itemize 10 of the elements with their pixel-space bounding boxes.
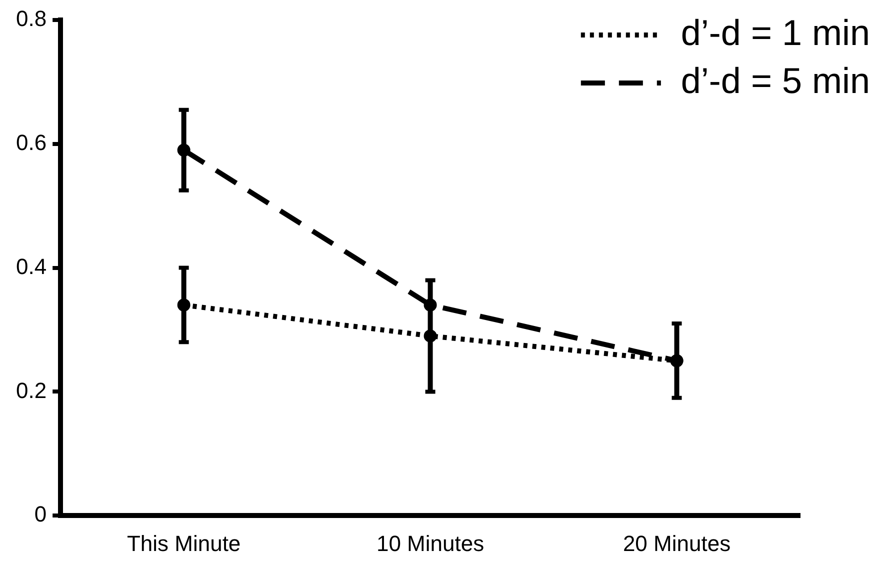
y-tick-label: 0.6 [16, 130, 47, 155]
x-tick-label: 20 Minutes [622, 530, 731, 556]
y-tick-label: 0.4 [16, 254, 47, 279]
x-tick-label: This Minute [126, 530, 241, 556]
y-tick-label: 0 [34, 502, 47, 527]
y-tick-label: 0.2 [16, 378, 47, 403]
x-tick-label: 10 Minutes [376, 530, 484, 556]
legend-label: d’-d = 5 min [680, 60, 870, 101]
y-tick-label: 0.8 [16, 6, 47, 32]
legend-label: d’-d = 1 min [680, 12, 870, 53]
